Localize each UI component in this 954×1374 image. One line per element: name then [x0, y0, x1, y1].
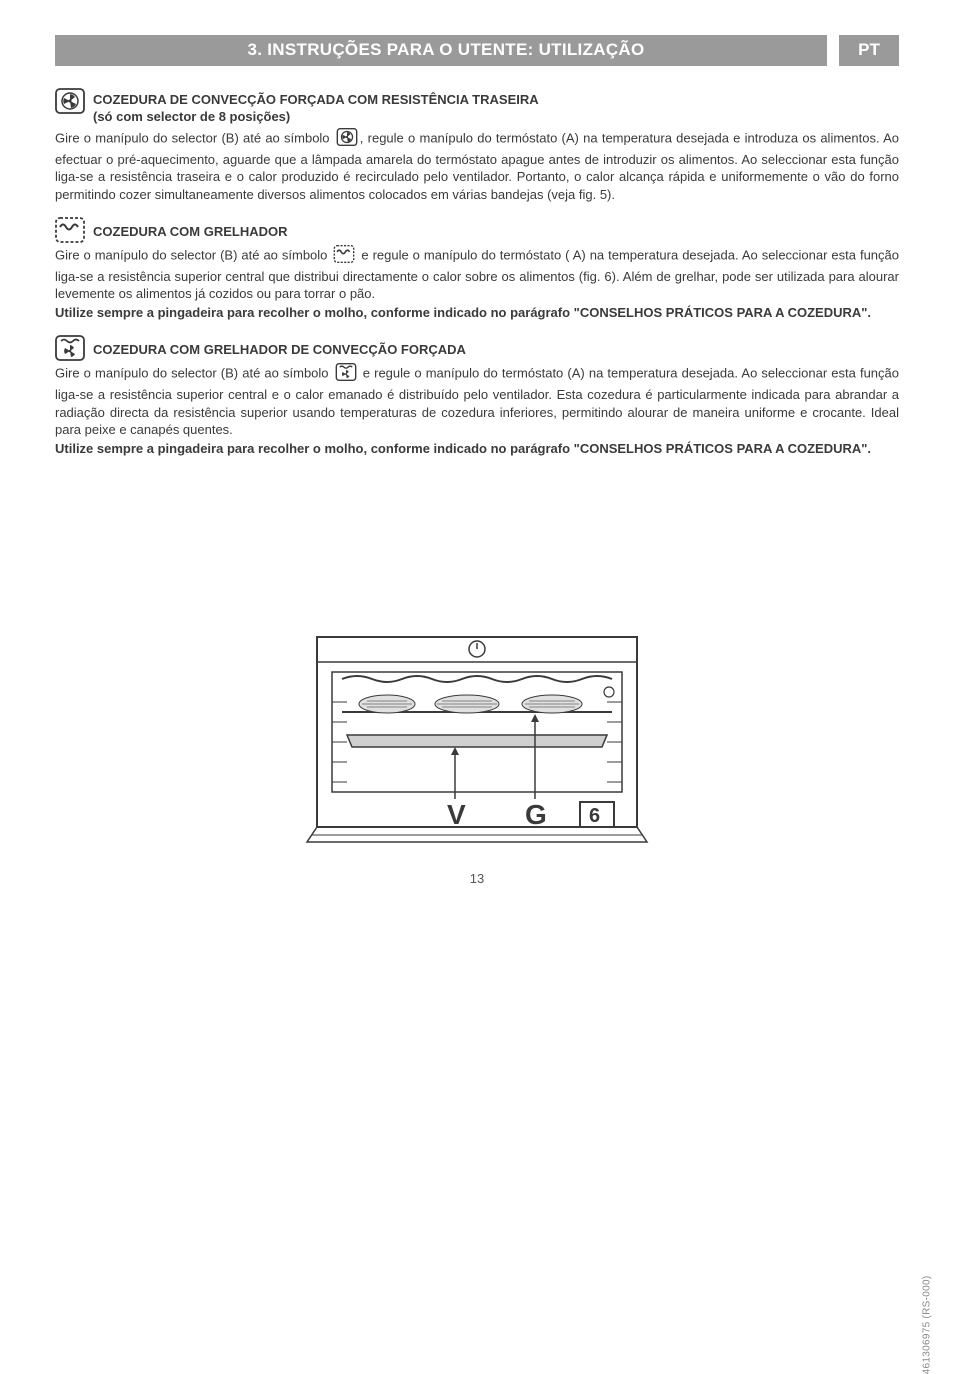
section-body: Gire o manípulo do selector (B) até ao s…	[55, 128, 899, 203]
section-grill: COZEDURA COM GRELHADOR Gire o manípulo d…	[55, 217, 899, 321]
oven-figure: V G 6	[55, 617, 899, 852]
fan-grill-icon	[55, 335, 85, 361]
section-body: Gire o manípulo do selector (B) até ao s…	[55, 245, 899, 303]
section-fan-rear: COZEDURA DE CONVECÇÃO FORÇADA COM RESIST…	[55, 88, 899, 203]
section-subheading-text: (só com selector de 8 posições)	[93, 108, 539, 126]
body-part-1: Gire o manípulo do selector (B) até ao s…	[55, 131, 330, 146]
section-body: Gire o manípulo do selector (B) até ao s…	[55, 363, 899, 438]
section-heading-text: COZEDURA DE CONVECÇÃO FORÇADA COM RESIST…	[93, 88, 539, 109]
section-heading: COZEDURA COM GRELHADOR	[55, 217, 899, 243]
figure-label-v: V	[447, 799, 466, 830]
page-number: 13	[55, 870, 899, 888]
section-fan-grill: COZEDURA COM GRELHADOR DE CONVECÇÃO FORÇ…	[55, 335, 899, 457]
fan-grill-inline-icon	[335, 363, 357, 386]
section-heading: COZEDURA DE CONVECÇÃO FORÇADA COM RESIST…	[55, 88, 899, 126]
header-title-text: 3. INSTRUÇÕES PARA O UTENTE: UTILIZAÇÃO	[247, 40, 644, 59]
fan-rear-inline-icon	[336, 128, 358, 151]
section-heading-text: COZEDURA COM GRELHADOR	[93, 217, 288, 241]
body-part-1: Gire o manípulo do selector (B) até ao s…	[55, 366, 329, 381]
section-heading-text: COZEDURA COM GRELHADOR DE CONVECÇÃO FORÇ…	[93, 335, 466, 359]
section-heading: COZEDURA COM GRELHADOR DE CONVECÇÃO FORÇ…	[55, 335, 899, 361]
fan-rear-icon	[55, 88, 85, 114]
grill-inline-icon	[333, 245, 355, 268]
header-lang-badge: PT	[839, 35, 899, 66]
body-part-1: Gire o manípulo do selector (B) até ao s…	[55, 248, 327, 263]
section-bold-text: Utilize sempre a pingadeira para recolhe…	[55, 304, 899, 322]
grill-icon	[55, 217, 85, 243]
figure-label-g: G	[525, 799, 547, 830]
header-lang-text: PT	[858, 39, 880, 62]
doc-code: 461306975 (RS-000)	[921, 1275, 935, 1374]
figure-number: 6	[589, 805, 600, 827]
header-title: 3. INSTRUÇÕES PARA O UTENTE: UTILIZAÇÃO	[55, 35, 827, 66]
page-header: 3. INSTRUÇÕES PARA O UTENTE: UTILIZAÇÃO …	[55, 35, 899, 66]
section-bold-text: Utilize sempre a pingadeira para recolhe…	[55, 440, 899, 458]
